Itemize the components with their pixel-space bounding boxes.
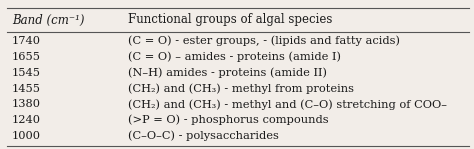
Text: 1655: 1655 bbox=[12, 52, 41, 62]
Text: 1545: 1545 bbox=[12, 68, 41, 78]
Text: Functional groups of algal species: Functional groups of algal species bbox=[128, 14, 332, 27]
Text: Band (cm⁻¹): Band (cm⁻¹) bbox=[12, 14, 84, 27]
Text: 1000: 1000 bbox=[12, 131, 41, 141]
Text: 1240: 1240 bbox=[12, 115, 41, 125]
Text: (C–O–C) - polysaccharides: (C–O–C) - polysaccharides bbox=[128, 131, 279, 141]
Text: (CH₂) and (CH₃) - methyl and (C–O) stretching of COO–: (CH₂) and (CH₃) - methyl and (C–O) stret… bbox=[128, 99, 447, 110]
Text: 1455: 1455 bbox=[12, 83, 41, 94]
Text: (>P = O) - phosphorus compounds: (>P = O) - phosphorus compounds bbox=[128, 115, 328, 125]
Text: 1740: 1740 bbox=[12, 36, 41, 46]
Text: (N–H) amides - proteins (amide II): (N–H) amides - proteins (amide II) bbox=[128, 67, 327, 78]
Text: (CH₂) and (CH₃) - methyl from proteins: (CH₂) and (CH₃) - methyl from proteins bbox=[128, 83, 354, 94]
Text: 1380: 1380 bbox=[12, 99, 41, 109]
Text: (C = O) – amides - proteins (amide I): (C = O) – amides - proteins (amide I) bbox=[128, 52, 341, 62]
Text: (C = O) - ester groups, - (lipids and fatty acids): (C = O) - ester groups, - (lipids and fa… bbox=[128, 36, 400, 46]
